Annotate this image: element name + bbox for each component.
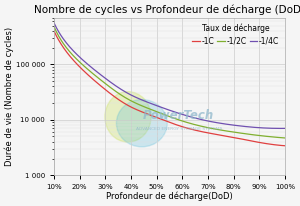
-1/2C: [262, 135, 265, 137]
-1/4C: [52, 22, 56, 24]
-1/4C: [283, 127, 287, 130]
Title: Nombre de cycles vs Profondeur de décharge (DoD): Nombre de cycles vs Profondeur de déchar…: [34, 5, 300, 15]
-1/2C: [247, 133, 250, 136]
-1/2C: [194, 124, 197, 126]
-1C: [189, 128, 193, 130]
Text: PowerTech: PowerTech: [143, 109, 214, 122]
-1/4C: [194, 117, 197, 119]
Line: -1/4C: -1/4C: [54, 23, 285, 128]
Text: ADVANCED ENERGY STORAGE SYSTEMS: ADVANCED ENERGY STORAGE SYSTEMS: [136, 128, 222, 131]
-1/2C: [189, 122, 193, 125]
Line: -1/2C: -1/2C: [54, 27, 285, 138]
-1/4C: [262, 127, 265, 129]
-1/4C: [279, 127, 282, 130]
-1/4C: [189, 116, 193, 118]
Ellipse shape: [116, 99, 167, 147]
-1/2C: [52, 25, 56, 28]
-1C: [190, 128, 194, 131]
-1C: [283, 145, 287, 147]
-1C: [247, 139, 250, 142]
-1/2C: [53, 27, 57, 30]
-1/4C: [247, 126, 250, 128]
Y-axis label: Durée de vie (Nombre de cycles): Durée de vie (Nombre de cycles): [5, 27, 14, 166]
-1/4C: [190, 116, 194, 118]
-1/4C: [53, 23, 57, 26]
Line: -1C: -1C: [54, 31, 285, 146]
-1/2C: [190, 123, 194, 125]
X-axis label: Profondeur de décharge(DoD): Profondeur de décharge(DoD): [106, 192, 233, 201]
-1C: [53, 32, 57, 34]
Ellipse shape: [105, 92, 151, 142]
-1/2C: [283, 137, 287, 139]
-1C: [194, 129, 197, 131]
Legend: -1C, -1/2C, -1/4C: -1C, -1/2C, -1/4C: [190, 21, 281, 48]
-1C: [52, 30, 56, 32]
-1C: [262, 142, 265, 144]
